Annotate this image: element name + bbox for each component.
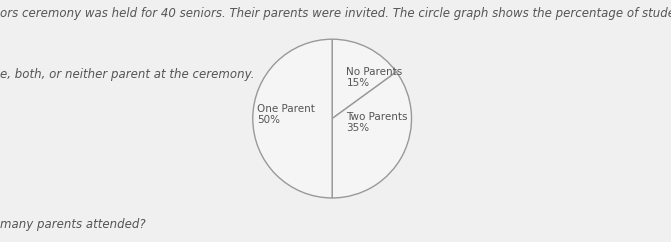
Text: Two Parents
35%: Two Parents 35% bbox=[346, 112, 408, 133]
Wedge shape bbox=[253, 39, 332, 198]
Text: One Parent
50%: One Parent 50% bbox=[257, 104, 315, 125]
Wedge shape bbox=[332, 39, 397, 119]
Wedge shape bbox=[332, 72, 411, 198]
Text: e, both, or neither parent at the ceremony.: e, both, or neither parent at the ceremo… bbox=[0, 68, 254, 81]
Text: many parents attended?: many parents attended? bbox=[0, 218, 146, 231]
Text: ors ceremony was held for 40 seniors. Their parents were invited. The circle gra: ors ceremony was held for 40 seniors. Th… bbox=[0, 7, 671, 20]
Text: No Parents
15%: No Parents 15% bbox=[346, 67, 403, 88]
